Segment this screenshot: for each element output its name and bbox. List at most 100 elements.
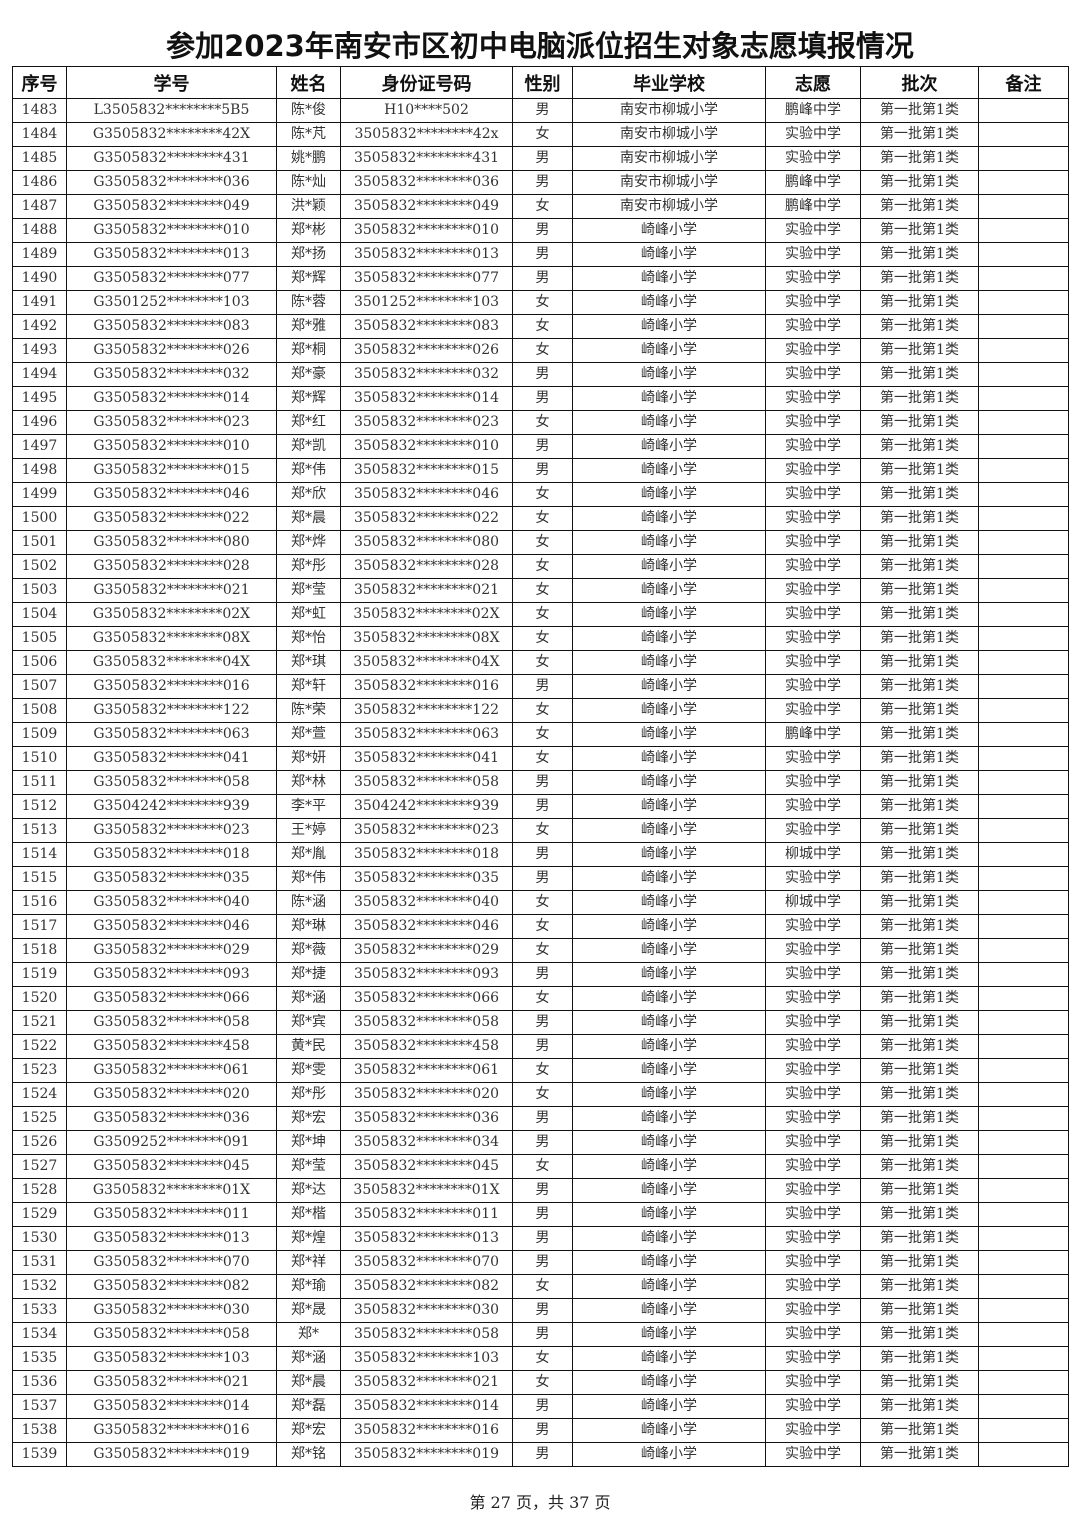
cell-choice: 实验中学 [765,242,861,267]
cell-school: 崎峰小学 [572,842,766,867]
cell-choice: 实验中学 [765,266,861,291]
cell-name: 郑*琳 [276,914,341,939]
cell-gender: 女 [512,698,573,723]
cell-batch: 第一批第1类 [860,554,979,579]
cell-remarks [978,338,1069,363]
table-row: 1535 G3505832********103 郑*涵 3505832*******… [12,1346,1069,1371]
cell-name: 陈*俊 [276,98,341,123]
cell-choice: 实验中学 [765,962,861,987]
cell-seq: 1489 [12,242,67,267]
cell-student-id: G3505832********035 [66,866,277,891]
cell-seq: 1503 [12,578,67,603]
table-row: 1489 G3505832********013 郑*扬 3505832*******… [12,242,1069,267]
table-row: 1499 G3505832********046 郑*欣 3505832*******… [12,482,1069,507]
cell-student-id: G3505832********103 [66,1346,277,1371]
cell-remarks [978,242,1069,267]
cell-remarks [978,938,1069,963]
cell-id-card: 3505832********458 [340,1034,513,1059]
cell-gender: 男 [512,962,573,987]
cell-choice: 实验中学 [765,1106,861,1131]
table-row: 1511 G3505832********058 郑*林 3505832*******… [12,770,1069,795]
cell-name: 郑*桐 [276,338,341,363]
cell-gender: 女 [512,746,573,771]
cell-batch: 第一批第1类 [860,98,979,123]
cell-name: 郑*煌 [276,1226,341,1251]
cell-id-card: 3505832********077 [340,266,513,291]
cell-school: 崎峰小学 [572,650,766,675]
cell-school: 崎峰小学 [572,266,766,291]
cell-batch: 第一批第1类 [860,506,979,531]
cell-student-id: G3505832********058 [66,1010,277,1035]
cell-student-id: G3505832********020 [66,1082,277,1107]
cell-batch: 第一批第1类 [860,578,979,603]
cell-choice: 实验中学 [765,602,861,627]
cell-batch: 第一批第1类 [860,362,979,387]
cell-student-id: G3505832********08X [66,626,277,651]
cell-batch: 第一批第1类 [860,1418,979,1443]
cell-choice: 实验中学 [765,1394,861,1419]
cell-student-id: G3505832********018 [66,842,277,867]
cell-seq: 1531 [12,1250,67,1275]
cell-batch: 第一批第1类 [860,1106,979,1131]
cell-seq: 1535 [12,1346,67,1371]
cell-seq: 1501 [12,530,67,555]
cell-seq: 1484 [12,122,67,147]
cell-remarks [978,1058,1069,1083]
cell-remarks [978,506,1069,531]
cell-choice: 实验中学 [765,674,861,699]
cell-student-id: G3505832********019 [66,1442,277,1467]
cell-id-card: 3505832********058 [340,770,513,795]
cell-batch: 第一批第1类 [860,530,979,555]
table-row: 1490 G3505832********077 郑*辉 3505832*******… [12,266,1069,291]
cell-batch: 第一批第1类 [860,698,979,723]
cell-name: 郑*涵 [276,1346,341,1371]
cell-gender: 男 [512,1250,573,1275]
cell-student-id: G3505832********021 [66,578,277,603]
cell-remarks [978,1442,1069,1467]
cell-school: 崎峰小学 [572,242,766,267]
cell-id-card: 3501252********103 [340,290,513,315]
cell-gender: 女 [512,290,573,315]
cell-school: 崎峰小学 [572,554,766,579]
cell-school: 崎峰小学 [572,1010,766,1035]
cell-choice: 实验中学 [765,938,861,963]
cell-gender: 男 [512,1298,573,1323]
cell-student-id: G3505832********04X [66,650,277,675]
table-row: 1518 G3505832********029 郑*薇 3505832*******… [12,938,1069,963]
cell-name: 郑*怡 [276,626,341,651]
cell-id-card: 3504242********939 [340,794,513,819]
table-row: 1515 G3505832********035 郑*伟 3505832*******… [12,866,1069,891]
cell-batch: 第一批第1类 [860,1058,979,1083]
cell-seq: 1516 [12,890,67,915]
cell-student-id: G3505832********01X [66,1178,277,1203]
cell-school: 崎峰小学 [572,794,766,819]
cell-id-card: 3505832********030 [340,1298,513,1323]
cell-choice: 实验中学 [765,650,861,675]
cell-seq: 1491 [12,290,67,315]
cell-remarks [978,626,1069,651]
table-row: 1526 G3509252********091 郑*坤 3505832*******… [12,1130,1069,1155]
table-row: 1523 G3505832********061 郑*雯 3505832*******… [12,1058,1069,1083]
cell-id-card: 3505832********016 [340,674,513,699]
cell-batch: 第一批第1类 [860,1322,979,1347]
cell-gender: 女 [512,506,573,531]
table-row: 1525 G3505832********036 郑*宏 3505832*******… [12,1106,1069,1131]
cell-gender: 女 [512,530,573,555]
cell-choice: 实验中学 [765,362,861,387]
cell-name: 郑*彬 [276,218,341,243]
cell-school: 崎峰小学 [572,818,766,843]
cell-choice: 实验中学 [765,1178,861,1203]
cell-choice: 实验中学 [765,122,861,147]
cell-id-card: 3505832********070 [340,1250,513,1275]
cell-remarks [978,122,1069,147]
cell-batch: 第一批第1类 [860,146,979,171]
cell-name: 郑*彤 [276,1082,341,1107]
cell-gender: 男 [512,218,573,243]
cell-school: 崎峰小学 [572,386,766,411]
cell-seq: 1536 [12,1370,67,1395]
cell-seq: 1499 [12,482,67,507]
cell-remarks [978,266,1069,291]
cell-choice: 实验中学 [765,1442,861,1467]
cell-remarks [978,386,1069,411]
cell-gender: 男 [512,386,573,411]
